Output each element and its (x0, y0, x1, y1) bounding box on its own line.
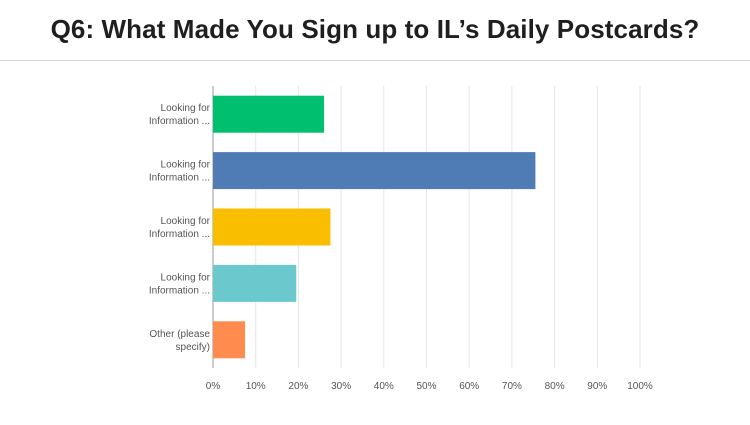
x-tick-label: 20% (288, 381, 308, 392)
gridlines (212, 86, 641, 368)
category-label: Looking for Information ... (149, 160, 211, 184)
x-tick-labels: 0% 10% 20% 30% 40% 50% 60% 70% 80% 90% 100% (206, 381, 653, 392)
bar[interactable] (213, 321, 246, 359)
x-tick-label: 30% (331, 381, 351, 392)
x-tick-label: 0% (206, 381, 221, 392)
bar[interactable] (213, 95, 325, 133)
category-label: Looking for Information ... (149, 216, 211, 240)
category-labels: Looking for Information ... Looking for Inf… (149, 103, 211, 353)
x-tick-label: 40% (374, 381, 394, 392)
category-label: Other (please specify) (149, 329, 210, 353)
category-label: Looking for Information ... (149, 103, 211, 127)
x-tick-label: 70% (502, 381, 522, 392)
x-tick-label: 90% (587, 381, 607, 392)
bar[interactable] (213, 208, 331, 246)
category-label: Looking for Information ... (149, 272, 211, 296)
x-tick-label: 100% (627, 381, 653, 392)
x-tick-label: 60% (459, 381, 479, 392)
x-tick-label: 50% (416, 381, 436, 392)
title-divider (0, 60, 750, 61)
bar[interactable] (213, 152, 536, 190)
page-title: Q6: What Made You Sign up to IL’s Daily … (50, 14, 700, 44)
bars (213, 95, 536, 359)
bar[interactable] (213, 264, 297, 302)
x-tick-label: 10% (246, 381, 266, 392)
x-tick-label: 80% (545, 381, 565, 392)
